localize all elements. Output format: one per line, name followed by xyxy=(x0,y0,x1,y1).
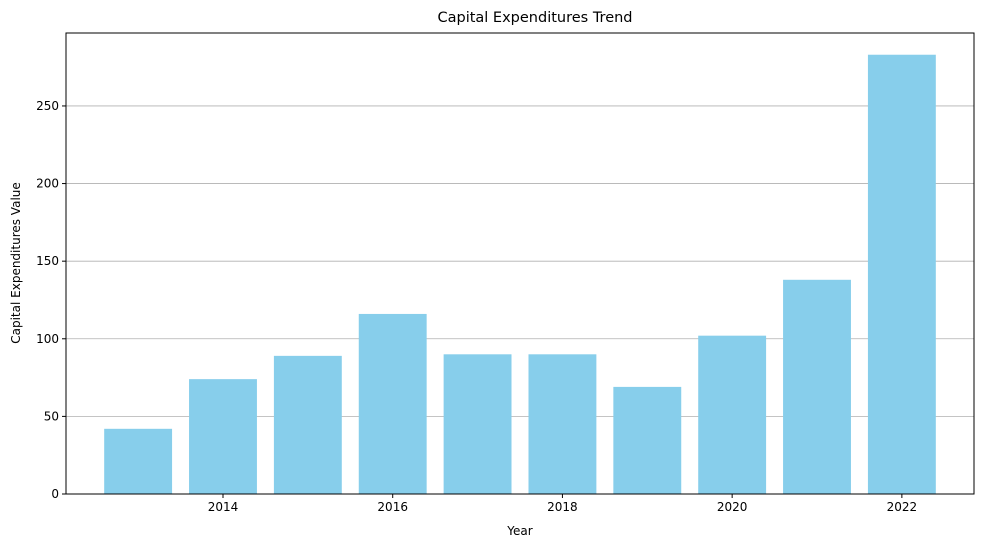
bars xyxy=(104,54,936,494)
bar-2021 xyxy=(783,279,851,494)
y-tick-label: 100 xyxy=(36,332,59,346)
bar-2015 xyxy=(273,355,342,494)
x-tick-label: 2020 xyxy=(717,500,748,514)
bar-2020 xyxy=(698,335,767,494)
y-tick-label: 250 xyxy=(36,99,59,113)
x-axis-label: Year xyxy=(506,524,532,538)
bar-2014 xyxy=(189,379,257,494)
x-tick-label: 2022 xyxy=(887,500,918,514)
x-axis-ticks: 2014 2016 2018 2020 2022 xyxy=(208,494,917,514)
y-tick-label: 150 xyxy=(36,254,59,268)
y-axis-ticks: 0 50 100 150 200 250 xyxy=(36,99,66,501)
chart-title: Capital Expenditures Trend xyxy=(437,10,632,26)
y-tick-label: 200 xyxy=(36,177,59,191)
x-tick-label: 2018 xyxy=(547,500,578,514)
x-tick-label: 2014 xyxy=(208,500,239,514)
y-axis-label: Capital Expenditures Value xyxy=(9,182,23,344)
plot-frame xyxy=(65,32,975,495)
y-tick-label: 50 xyxy=(44,409,59,423)
bar-2018 xyxy=(528,354,597,494)
bar-2016 xyxy=(358,313,427,494)
y-tick-label: 0 xyxy=(51,487,59,501)
x-tick-label: 2016 xyxy=(377,500,408,514)
bar-2013 xyxy=(104,428,173,494)
bar-2022 xyxy=(867,54,936,494)
bar-2017 xyxy=(443,354,512,494)
bar-2019 xyxy=(613,386,682,494)
